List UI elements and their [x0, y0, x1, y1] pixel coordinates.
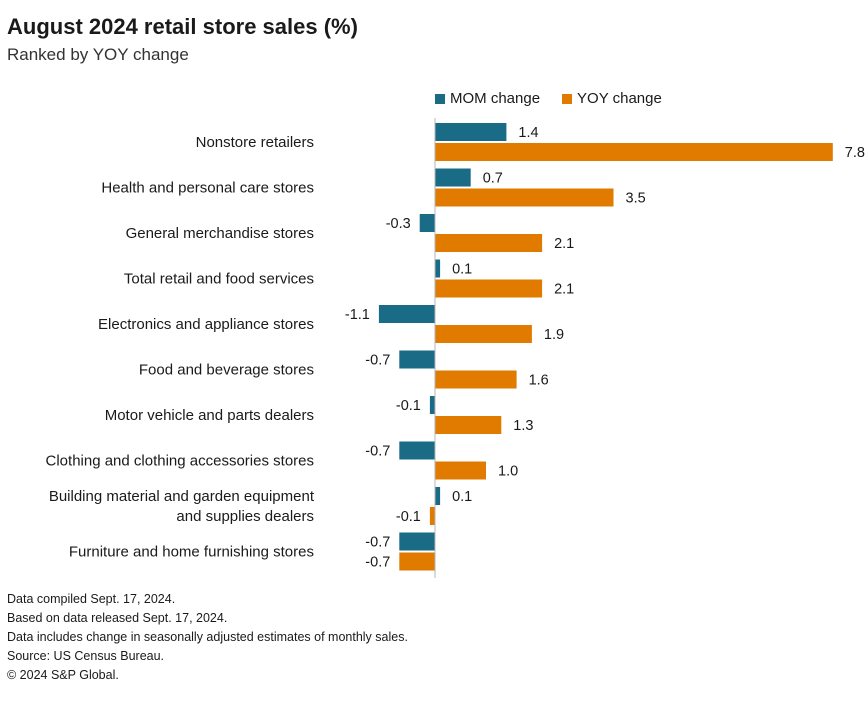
category-label: Electronics and appliance stores	[98, 316, 314, 333]
value-label-mom: -1.1	[345, 307, 370, 323]
bar-yoy	[435, 416, 502, 434]
category-label: Food and beverage stores	[139, 362, 314, 379]
bar-yoy	[435, 461, 486, 480]
footnote-copyright: © 2024 S&P Global.	[7, 668, 119, 682]
bar-yoy	[435, 279, 543, 298]
value-label-yoy: 2.1	[554, 236, 574, 252]
value-label-mom: -0.7	[365, 353, 390, 369]
value-label-mom: 0.7	[483, 171, 503, 187]
legend-label-mom: MOM change	[450, 90, 541, 107]
bar-yoy	[435, 370, 517, 389]
bar-mom	[399, 350, 435, 369]
value-label-mom: 1.4	[518, 125, 538, 141]
category-label: Clothing and clothing accessories stores	[46, 453, 314, 470]
legend: MOM change YOY change	[435, 90, 662, 107]
legend-swatch-mom	[435, 93, 445, 104]
bar-mom	[435, 168, 471, 187]
bar-chart: Nonstore retailers 1.4 7.8 Health and perso…	[46, 118, 865, 578]
bar-yoy	[435, 188, 614, 207]
value-label-yoy: 2.1	[554, 282, 574, 298]
category-label: Nonstore retailers	[196, 134, 314, 151]
bar-mom	[399, 441, 435, 460]
bar-yoy	[435, 325, 532, 343]
value-label-yoy: 1.0	[498, 464, 518, 480]
value-label-yoy: -0.1	[396, 509, 421, 525]
value-label-yoy: 1.6	[529, 373, 549, 389]
category-label: Health and personal care stores	[101, 180, 314, 197]
chart-title: August 2024 retail store sales (%)	[7, 14, 358, 39]
legend-swatch-yoy	[562, 93, 573, 104]
value-label-yoy: 7.8	[845, 145, 865, 161]
value-label-mom: -0.7	[365, 444, 390, 460]
bar-mom	[435, 487, 441, 505]
value-label-yoy: 1.9	[544, 327, 564, 343]
value-label-mom: -0.1	[396, 398, 421, 414]
footnote-method: Data includes change in seasonally adjus…	[7, 630, 408, 644]
category-label: General merchandise stores	[126, 225, 314, 242]
footnote-released: Based on data released Sept. 17, 2024.	[7, 611, 228, 625]
legend-item-mom: MOM change	[435, 90, 540, 107]
category-label: Motor vehicle and parts dealers	[105, 407, 314, 424]
footnotes: Data compiled Sept. 17, 2024. Based on d…	[7, 590, 408, 685]
category-label: Building material and garden equipment an…	[49, 488, 315, 525]
category-label: Furniture and home furnishing stores	[69, 544, 314, 561]
bar-mom	[429, 396, 435, 414]
value-label-mom: -0.3	[386, 216, 411, 232]
bar-mom	[435, 259, 441, 278]
chart-subtitle: Ranked by YOY change	[7, 45, 189, 64]
bar-yoy	[429, 507, 435, 525]
bar-mom	[399, 532, 435, 551]
footnote-compiled: Data compiled Sept. 17, 2024.	[7, 592, 176, 606]
category-label: Total retail and food services	[124, 271, 314, 288]
value-label-mom: 0.1	[452, 262, 472, 278]
bar-yoy	[435, 234, 543, 252]
bar-mom	[378, 305, 435, 323]
footnote-source: Source: US Census Bureau.	[7, 649, 165, 663]
value-label-yoy: -0.7	[365, 555, 390, 571]
value-label-mom: -0.7	[365, 535, 390, 551]
value-label-yoy: 1.3	[513, 418, 533, 434]
legend-label-yoy: YOY change	[577, 90, 662, 107]
legend-item-yoy: YOY change	[562, 90, 662, 107]
bar-mom	[419, 214, 435, 232]
value-label-yoy: 3.5	[626, 191, 646, 207]
bar-yoy	[435, 143, 833, 161]
value-label-mom: 0.1	[452, 489, 472, 505]
bar-mom	[435, 123, 507, 141]
bar-yoy	[399, 552, 435, 571]
